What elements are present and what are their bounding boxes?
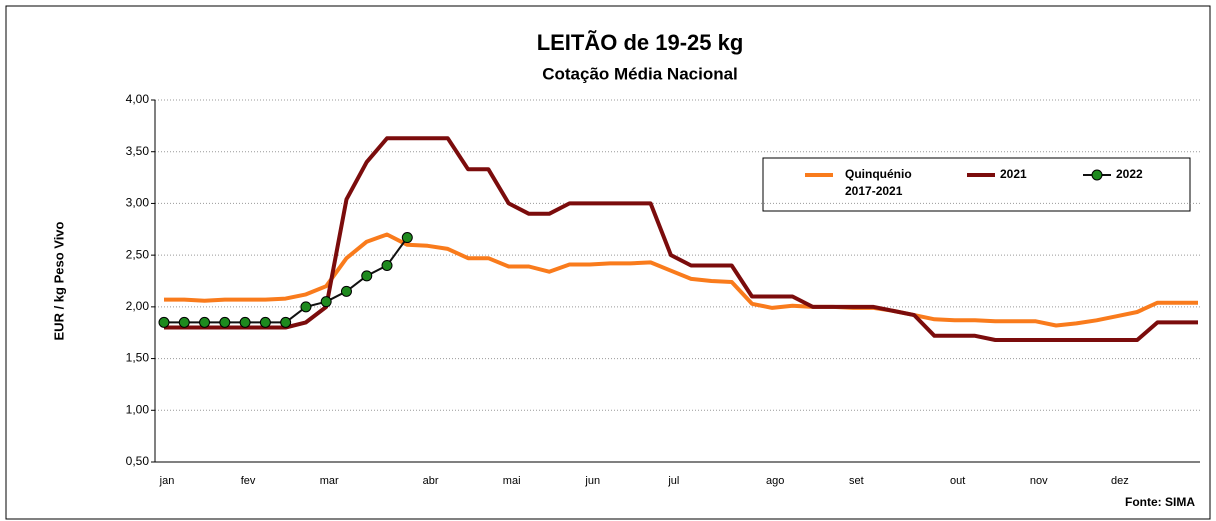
marker [401, 232, 413, 244]
marker [219, 316, 231, 328]
marker [340, 285, 352, 297]
x-tick-label: jun [584, 475, 600, 487]
marker [361, 270, 373, 282]
y-tick-label: 3,50 [126, 144, 150, 158]
chart-title: LEITÃO de 19-25 kg [537, 30, 744, 55]
x-tick-label: mai [503, 475, 521, 487]
x-tick-label: fev [241, 475, 256, 487]
x-tick-label: dez [1111, 475, 1129, 487]
y-tick-label: 2,00 [126, 299, 150, 313]
y-axis-label: EUR / kg Peso Vivo [51, 221, 66, 340]
marker [158, 316, 170, 328]
y-tick-label: 3,00 [126, 196, 150, 210]
source: Fonte: SIMA [1125, 495, 1195, 509]
marker [239, 316, 251, 328]
chart-subtitle: Cotação Média Nacional [542, 64, 738, 83]
series-line [164, 232, 1198, 328]
legend-label: 2021 [1000, 167, 1027, 181]
y-tick-label: 2,50 [126, 247, 150, 261]
legend-label: Quinquénio 2017-2021 [845, 167, 912, 198]
x-tick-label: ago [766, 475, 784, 487]
marker [259, 316, 271, 328]
legend-label: 2022 [1116, 167, 1143, 181]
marker [280, 316, 292, 328]
y-tick-label: 1,00 [126, 402, 150, 416]
series-line [164, 237, 409, 324]
legend-marker [1091, 169, 1103, 181]
marker [199, 316, 211, 328]
x-tick-label: abr [423, 475, 439, 487]
x-tick-label: jan [159, 475, 175, 487]
marker [381, 259, 393, 271]
marker [320, 296, 332, 308]
x-tick-label: out [950, 475, 965, 487]
marker [178, 316, 190, 328]
marker [300, 301, 312, 313]
y-tick-label: 1,50 [126, 351, 150, 365]
chart-border [5, 5, 1211, 520]
legend-box [762, 157, 1191, 212]
x-tick-label: nov [1030, 475, 1048, 487]
y-tick-label: 0,50 [126, 454, 150, 468]
series-line [164, 136, 1198, 342]
y-tick-label: 4,00 [126, 92, 150, 106]
x-tick-label: mar [320, 475, 339, 487]
x-tick-label: set [849, 475, 864, 487]
x-tick-label: jul [667, 475, 679, 487]
